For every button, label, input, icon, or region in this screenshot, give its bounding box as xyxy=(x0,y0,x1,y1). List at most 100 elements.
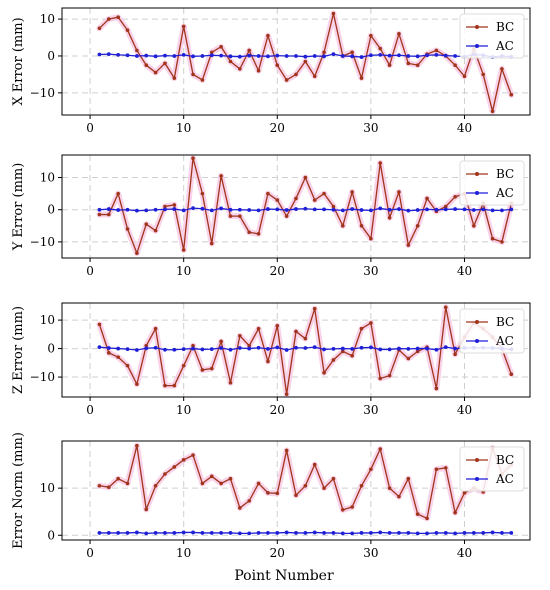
data-point-ac xyxy=(191,206,195,211)
data-point-bc xyxy=(135,48,139,53)
data-point-ac xyxy=(153,207,158,212)
data-point-bc xyxy=(266,33,270,38)
data-point-bc xyxy=(135,382,139,386)
chart-panel-2: 0 10 20 30 40 −10 0 10 BC AC Y Error (mm) xyxy=(11,154,531,278)
x-tick-label: 30 xyxy=(363,121,378,135)
data-point-bc xyxy=(443,305,448,310)
legend-marker xyxy=(475,458,479,462)
data-point-ac xyxy=(359,208,364,212)
legend-marker xyxy=(475,191,479,195)
data-point-ac xyxy=(359,345,364,350)
data-point-ac xyxy=(219,206,224,211)
data-point-bc xyxy=(153,228,158,233)
data-point-bc xyxy=(228,214,233,218)
data-point-bc xyxy=(425,516,429,521)
data-point-bc xyxy=(256,326,261,331)
data-point-ac xyxy=(106,346,111,350)
y-axis-label: Z Error (mm) xyxy=(11,306,26,394)
legend-box xyxy=(459,13,525,59)
data-point-ac xyxy=(134,54,139,58)
data-point-ac xyxy=(256,531,261,535)
data-point-ac xyxy=(378,530,383,535)
data-point-ac xyxy=(462,207,467,212)
data-point-bc xyxy=(294,329,298,334)
data-point-ac xyxy=(256,208,261,213)
data-point-ac xyxy=(500,531,504,535)
data-point-ac xyxy=(443,53,448,58)
data-point-ac xyxy=(134,530,139,535)
data-point-ac xyxy=(144,346,149,351)
data-point-ac xyxy=(303,206,308,211)
data-point-bc xyxy=(135,443,139,448)
data-point-bc xyxy=(247,230,251,235)
axes-frame xyxy=(61,7,531,116)
y-tick-label: 0 xyxy=(47,342,55,356)
data-point-bc xyxy=(125,28,130,32)
data-point-bc xyxy=(406,243,411,247)
data-point-ac xyxy=(490,530,495,535)
y-tick-label: 0 xyxy=(47,49,55,63)
data-point-ac xyxy=(378,206,383,211)
data-point-ac xyxy=(303,346,308,350)
x-tick-label: 20 xyxy=(270,264,285,278)
data-point-bc xyxy=(163,383,167,388)
x-tick-label: 0 xyxy=(86,403,94,417)
data-point-bc xyxy=(341,349,345,354)
data-point-ac xyxy=(284,208,289,212)
legend-marker xyxy=(475,477,479,481)
legend-marker xyxy=(475,320,479,324)
legend: BC AC xyxy=(459,160,525,206)
data-point-ac xyxy=(312,530,317,535)
data-point-ac xyxy=(125,347,130,352)
data-point-ac xyxy=(106,531,111,535)
x-tick-label: 20 xyxy=(270,546,285,560)
data-point-bc xyxy=(359,224,364,228)
data-point-bc xyxy=(247,343,251,348)
data-point-bc xyxy=(378,376,383,381)
data-point-ac xyxy=(500,208,504,213)
legend-marker xyxy=(475,25,479,29)
data-point-bc xyxy=(228,476,233,481)
data-point-ac xyxy=(303,54,308,59)
data-point-ac xyxy=(134,348,139,352)
data-point-ac xyxy=(406,54,411,58)
legend-marker xyxy=(475,172,479,176)
data-point-bc xyxy=(144,507,149,512)
data-point-ac xyxy=(209,347,214,352)
data-point-bc xyxy=(397,494,401,499)
data-point-bc xyxy=(200,481,205,486)
data-point-bc xyxy=(125,363,130,368)
data-point-bc xyxy=(256,68,261,73)
data-point-ac xyxy=(209,208,214,213)
data-point-ac xyxy=(116,346,121,351)
data-point-bc xyxy=(350,190,354,194)
data-point-ac xyxy=(294,207,298,211)
data-point-bc xyxy=(191,156,195,161)
chart-panel-4: 0 10 20 30 40 0 10 BC AC Error Norm (mm) Point Num… xyxy=(11,432,531,584)
data-point-bc xyxy=(369,236,373,241)
data-point-ac xyxy=(219,346,224,350)
data-point-ac xyxy=(368,53,373,58)
data-point-ac xyxy=(331,52,336,57)
data-point-bc xyxy=(303,336,308,341)
data-point-ac xyxy=(172,54,177,58)
data-point-bc xyxy=(294,72,298,77)
data-point-ac xyxy=(331,531,336,535)
legend-label: AC xyxy=(495,334,514,348)
data-point-bc xyxy=(153,483,158,488)
data-point-bc xyxy=(303,175,308,180)
data-point-bc xyxy=(107,351,111,355)
data-point-bc xyxy=(200,368,205,372)
data-point-ac xyxy=(181,347,186,352)
x-tick-label: 0 xyxy=(86,264,94,278)
data-point-bc xyxy=(172,383,177,388)
series-halo xyxy=(96,442,515,522)
legend-box xyxy=(459,446,525,492)
data-point-bc xyxy=(238,67,242,71)
data-point-ac xyxy=(163,347,167,352)
data-point-bc xyxy=(247,48,251,53)
data-point-bc xyxy=(294,493,298,498)
data-point-bc xyxy=(153,326,158,331)
data-point-ac xyxy=(322,54,326,59)
data-point-ac xyxy=(191,530,195,535)
